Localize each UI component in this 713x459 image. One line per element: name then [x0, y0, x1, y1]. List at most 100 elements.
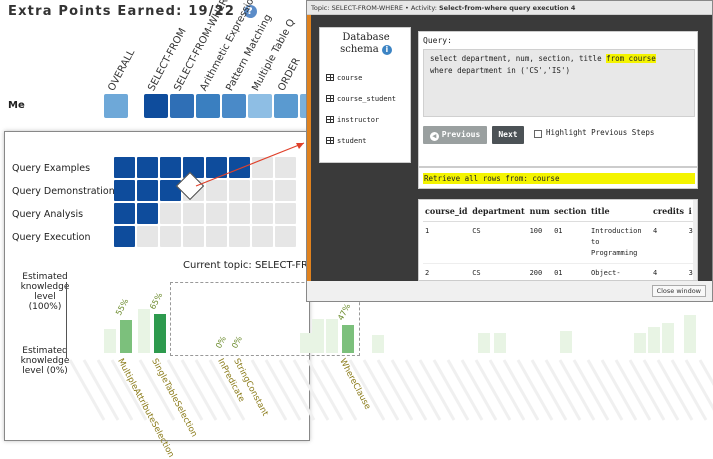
activity-cell-execution[interactable]	[183, 226, 204, 247]
cell: Object-Oriented	[589, 263, 652, 280]
table-course-student[interactable]: course_student	[326, 95, 396, 103]
cell: 3	[686, 263, 695, 280]
faint-bar	[300, 333, 312, 353]
me-cell-pattern[interactable]	[222, 94, 246, 118]
faint-bar	[372, 335, 384, 353]
chart-axis	[66, 282, 67, 358]
query-panel: Query: select department, num, section, …	[418, 31, 698, 167]
activity-cell-examples[interactable]	[275, 157, 296, 178]
faint-label-line	[488, 359, 526, 421]
header-num: num	[527, 204, 553, 222]
me-cell-order[interactable]	[274, 94, 298, 118]
activity-cell-demonstration[interactable]	[160, 180, 181, 201]
activity-cell-execution[interactable]	[137, 226, 158, 247]
activity-cell-analysis[interactable]	[275, 203, 296, 224]
activity-cell-analysis[interactable]	[114, 203, 135, 224]
table-icon	[326, 95, 334, 102]
activity-cell-analysis[interactable]	[160, 203, 181, 224]
faint-label-line	[264, 359, 302, 421]
faint-label-line	[474, 359, 512, 421]
activity-cell-demonstration[interactable]	[114, 180, 135, 201]
table-course[interactable]: course	[326, 74, 362, 82]
step-description-panel: Retrieve all rows from: course	[418, 167, 698, 189]
activity-cell-examples[interactable]	[137, 157, 158, 178]
header-title: title	[589, 204, 652, 222]
me-cell-arithmetic[interactable]	[196, 94, 220, 118]
activity-cell-analysis[interactable]	[252, 203, 273, 224]
header-section: section	[552, 204, 590, 222]
cell: 4	[651, 221, 687, 264]
cell: Introduction to Programming	[589, 221, 652, 264]
activity-cell-demonstration[interactable]	[206, 180, 227, 201]
result-header-row: course_id department num section title c…	[423, 204, 695, 222]
activity-cell-execution[interactable]	[275, 226, 296, 247]
table-name: instructor	[337, 116, 380, 124]
activity-cell-examples[interactable]	[229, 157, 250, 178]
faint-label-line	[572, 359, 610, 421]
pointer-arrow	[195, 142, 305, 187]
table-icon	[326, 74, 334, 81]
db-title-line2: schema	[340, 44, 379, 55]
table-row: 1 CS 100 01 Introduction to Programming …	[423, 221, 695, 264]
bar-SingleTableSelection[interactable]	[154, 314, 166, 353]
activity-cell-analysis[interactable]	[229, 203, 250, 224]
points-title: Extra Points Earned: 19/22	[8, 4, 236, 19]
result-scrollbar[interactable]	[693, 200, 697, 280]
activity-cell-analysis[interactable]	[206, 203, 227, 224]
table-student[interactable]: student	[326, 137, 367, 145]
me-label: Me	[8, 100, 25, 111]
activity-cell-execution[interactable]	[252, 226, 273, 247]
activity-cell-execution[interactable]	[206, 226, 227, 247]
activity-cell-analysis[interactable]	[137, 203, 158, 224]
close-window-button[interactable]: Close window	[651, 285, 706, 297]
faint-label-line	[110, 359, 148, 421]
retrieve-text: Retrieve all rows from: course	[423, 173, 695, 184]
faint-label-line	[684, 359, 713, 411]
faint-bar	[326, 319, 338, 353]
activity-cell-examples[interactable]	[114, 157, 135, 178]
cell: 01	[552, 263, 590, 280]
next-button[interactable]: Next	[492, 126, 524, 144]
help-icon[interactable]: ?	[243, 5, 257, 18]
previous-label: Previous	[441, 130, 481, 139]
me-cell-select-from-where[interactable]	[170, 94, 194, 118]
cell: CS	[470, 221, 528, 264]
faint-label-line	[166, 359, 204, 421]
table-instructor[interactable]: instructor	[326, 116, 379, 124]
activity-cell-execution[interactable]	[160, 226, 181, 247]
activity-cell-demonstration[interactable]	[137, 180, 158, 201]
faint-label-line	[516, 359, 554, 421]
bar-WhereClause[interactable]	[342, 324, 354, 353]
header-credits: credits	[651, 204, 687, 222]
cell: 4	[651, 263, 687, 280]
bar-MultipleAttributeSelection[interactable]	[120, 320, 132, 353]
activity-cell-execution[interactable]	[114, 226, 135, 247]
title-activity: Select-from-where query execution 4	[439, 4, 576, 12]
activity-cell-demonstration[interactable]	[275, 180, 296, 201]
activity-cell-execution[interactable]	[229, 226, 250, 247]
faint-label-lines	[68, 359, 713, 421]
activity-cell-examples[interactable]	[206, 157, 227, 178]
activity-cell-examples[interactable]	[160, 157, 181, 178]
table-name: course	[337, 74, 363, 82]
est-low-label: Estimated knowledge level (0%)	[20, 346, 70, 376]
cell: 1	[423, 221, 471, 264]
faint-label-line	[390, 359, 428, 421]
faint-label-line	[376, 359, 414, 421]
activity-cell-analysis[interactable]	[183, 203, 204, 224]
table-row: 2 CS 200 01 Object-Oriented 4 3	[423, 263, 695, 280]
highlight-checkbox[interactable]	[534, 130, 542, 138]
faint-label-line	[362, 359, 400, 421]
faint-label-line	[306, 359, 344, 421]
activity-cell-demonstration[interactable]	[252, 180, 273, 201]
info-icon[interactable]: i	[381, 45, 392, 55]
header-course-id: course_id	[423, 204, 471, 222]
me-cell-overall[interactable]	[104, 94, 128, 118]
me-cell-multiple[interactable]	[248, 94, 272, 118]
previous-button[interactable]: ◀ Previous	[423, 126, 487, 144]
table-icon	[326, 116, 334, 123]
cell: 01	[552, 221, 590, 264]
me-cell-select-from[interactable]	[144, 94, 168, 118]
activity-cell-demonstration[interactable]	[229, 180, 250, 201]
result-table: course_id department num section title c…	[423, 204, 695, 280]
